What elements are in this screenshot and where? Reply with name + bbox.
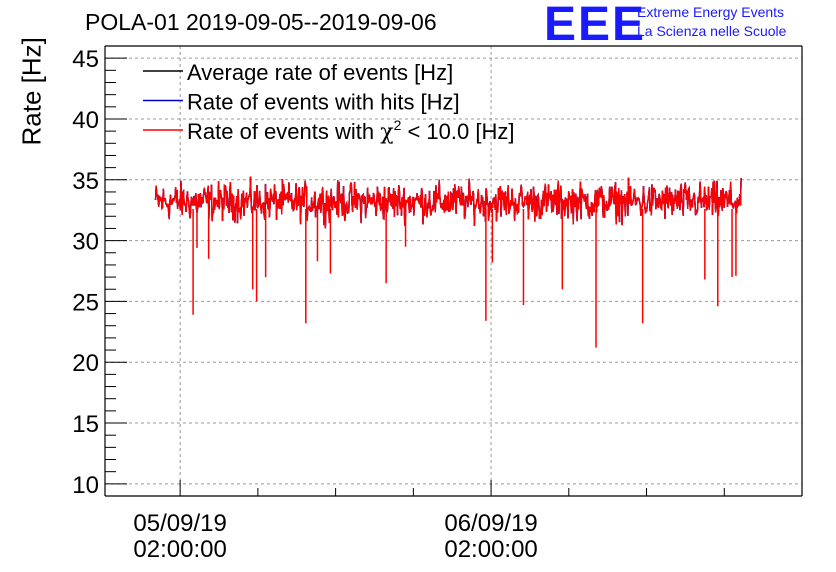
legend-label: Rate of events with hits [Hz] [187,90,460,115]
series-line [154,176,742,229]
x-tick-date-label: 06/09/19 [444,510,537,537]
y-tick-label: 20 [72,350,99,377]
x-tick-time-label: 02:00:00 [444,536,537,563]
logo-line-2: La Scienza nelle Scuole [637,23,787,39]
legend-label: Rate of events with χ2 < 10.0 [Hz] [187,117,514,145]
y-tick-label: 25 [72,289,99,316]
y-tick-label: 10 [72,472,99,499]
y-tick-label: 35 [72,168,99,195]
logo-line-1: Extreme Energy Events [637,4,785,20]
y-tick-label: 40 [72,107,99,134]
x-tick-time-label: 02:00:00 [133,536,226,563]
y-tick-label: 30 [72,229,99,256]
y-tick-label: 45 [72,46,99,73]
x-tick-date-label: 05/09/19 [133,510,226,537]
chart-title: POLA-01 2019-09-05--2019-09-06 [85,9,437,35]
y-tick-label: 15 [72,411,99,438]
eee-logo: EEE [544,0,647,51]
legend-label: Average rate of events [Hz] [187,60,453,85]
